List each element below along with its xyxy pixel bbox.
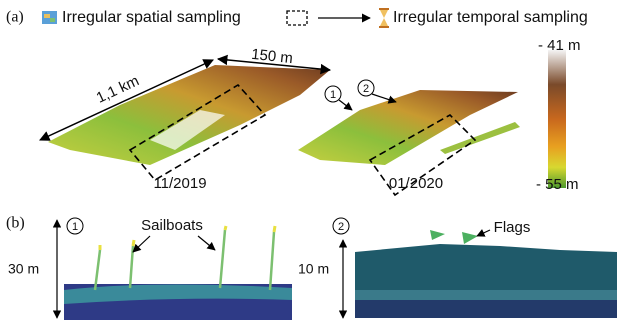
- marker-number: 1: [72, 221, 78, 233]
- annotation-arrow: [133, 236, 150, 252]
- annotation-arrow: [477, 230, 490, 236]
- marker-arrow: [372, 94, 396, 102]
- hourglass-icon: [379, 9, 389, 27]
- marker-number: 1: [330, 89, 336, 101]
- temporal-text: Irregular temporal sampling: [393, 9, 588, 26]
- marker-number: 2: [363, 83, 369, 95]
- colorbar: [548, 50, 566, 188]
- annotation: Sailboats: [141, 217, 203, 234]
- point-cloud-strip: [440, 122, 520, 154]
- panel-label: (a): [6, 9, 24, 26]
- annotation: Flags: [494, 219, 531, 236]
- panel-label: (b): [6, 215, 25, 232]
- marker-number: 2: [338, 221, 344, 233]
- flags-scan: [355, 230, 617, 318]
- date-label: 11/2019: [153, 175, 206, 192]
- date-label: 01/2020: [389, 175, 443, 192]
- figure: (a) Irregular spatial sampling Irregular…: [0, 0, 624, 322]
- map-icon: [42, 11, 57, 24]
- colorbar-top: - 41 m: [538, 37, 581, 54]
- marker-arrow: [339, 100, 352, 110]
- colorbar-bottom: - 55 m: [536, 176, 579, 193]
- height-label: 30 m: [8, 261, 39, 277]
- height-label: 10 m: [298, 261, 329, 277]
- annotation-arrow: [198, 236, 215, 250]
- dashed-box-icon: [287, 11, 307, 25]
- spatial-text: Irregular spatial sampling: [62, 9, 241, 26]
- sailboats-scan: [64, 226, 292, 320]
- width-label: 150 m: [250, 46, 293, 67]
